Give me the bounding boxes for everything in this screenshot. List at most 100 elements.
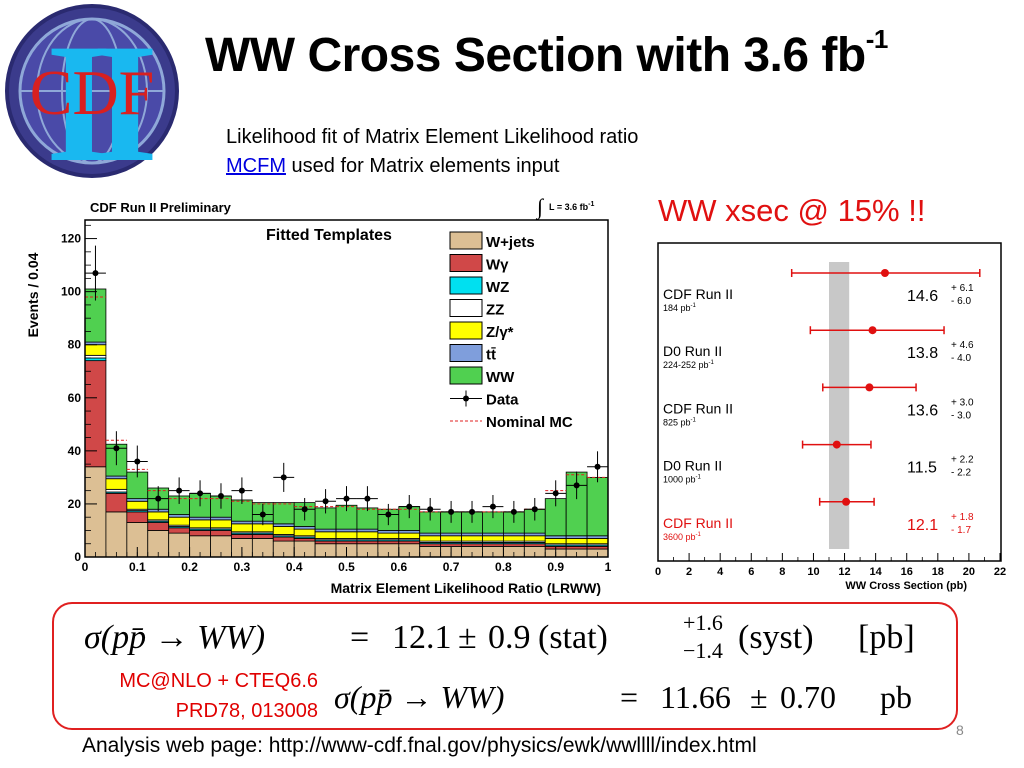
histogram-title: CDF Run II Preliminary: [90, 200, 232, 215]
experiment-lumi-sup: -1: [696, 532, 702, 538]
legend-swatch: [449, 231, 483, 250]
title-text: WW Cross Section with 3.6 fb: [205, 29, 866, 82]
data-point: [594, 463, 601, 470]
y-axis-label: Events / 0.04: [25, 252, 41, 337]
x-tick-label-right: 2: [686, 566, 692, 578]
data-point: [448, 508, 455, 515]
x-tick-label-right: 4: [717, 566, 724, 578]
legend-label: W+jets: [486, 234, 535, 251]
bar-z_gamma: [377, 532, 400, 539]
legend-label: Wγ: [486, 257, 509, 274]
theory-band: [829, 262, 850, 549]
experiment-lumi-sup: -1: [691, 417, 697, 423]
bar-w_gamma: [251, 534, 274, 539]
x-tick-label: 0.2: [181, 560, 198, 574]
bar-w_gamma: [168, 527, 190, 534]
bar-z_gamma: [314, 531, 337, 539]
experiment-lumi: 1000 pb-1: [663, 475, 702, 485]
xsec-err-down: - 3.0: [951, 410, 971, 421]
eq1-value: 12.1: [392, 619, 452, 656]
bar-z_gamma: [356, 531, 379, 539]
xsec-err-up: + 1.8: [951, 512, 974, 523]
bar-z_gamma: [440, 535, 462, 542]
bar-z_gamma: [168, 516, 190, 526]
mcfm-link[interactable]: MCFM: [226, 155, 286, 177]
x-axis-label: Matrix Element Likelihood Ratio (LRWW): [331, 580, 601, 596]
xsec-value: 12.1: [907, 517, 938, 534]
xsec-value: 13.8: [907, 345, 938, 362]
y-tick-label: 40: [68, 444, 82, 458]
x-axis-label-right: WW Cross Section (pb): [845, 580, 967, 592]
bar-z_gamma: [272, 526, 295, 535]
theory-reference-2: PRD78, 013008: [175, 700, 318, 722]
x-tick-label-right: 14: [870, 566, 883, 578]
xsec-value: 13.6: [907, 402, 938, 419]
data-point: [531, 506, 538, 513]
bar-z_gamma: [565, 538, 588, 545]
xsec-point: [842, 497, 851, 506]
experiment-label: D0 Run II: [663, 458, 722, 474]
x-tick-label-right: 22: [994, 566, 1006, 578]
eq1-unit: [pb]: [858, 619, 915, 656]
bar-z_gamma: [419, 535, 442, 542]
eq1-syst-down: −1.4: [683, 638, 723, 663]
bar-ww: [356, 507, 379, 530]
x-tick-label: 0.4: [286, 560, 303, 574]
bar-z_gamma: [335, 531, 358, 539]
bar-z_gamma: [398, 532, 421, 539]
subtitle-line-1: Likelihood fit of Matrix Element Likelih…: [226, 126, 639, 148]
bar-z_gamma: [126, 500, 149, 510]
xsec-point: [880, 269, 889, 277]
experiment-lumi-sup: -1: [696, 475, 702, 481]
page-number: 8: [956, 722, 964, 738]
data-point: [552, 490, 559, 497]
experiment-label: CDF Run II: [663, 400, 733, 416]
integral-sign: ∫: [535, 194, 545, 220]
eq2-pm: ±: [750, 679, 768, 715]
xsec-point: [832, 440, 841, 449]
bar-w_jets: [105, 511, 128, 558]
bar-z_gamma: [84, 344, 107, 356]
data-point: [301, 506, 308, 513]
x-tick-label-right: 8: [779, 566, 785, 578]
xsec-err-down: - 6.0: [951, 296, 971, 307]
theory-band-rect: [829, 262, 850, 549]
bar-z_gamma: [293, 528, 316, 537]
legend-label: Nominal MC: [486, 414, 573, 431]
footer-text: Analysis web page: http://www-cdf.fnal.g…: [82, 734, 757, 757]
subtitle-line-2: MCFM used for Matrix elements input: [226, 155, 559, 178]
bar-z_gamma: [586, 538, 609, 545]
data-point: [364, 495, 371, 502]
bar-z_gamma: [502, 535, 525, 542]
legend-label: WW: [486, 369, 515, 386]
legend-label: Data: [486, 392, 519, 409]
xsec-point: [868, 326, 877, 335]
subtitle-line-2-text: used for Matrix elements input: [285, 155, 560, 177]
measured-xsec-equation: σ(pp̄ → WW) = 12.1 ± 0.9 (stat) +1.6 −1.…: [84, 610, 915, 663]
theory-xsec-equation: σ(pp̄ → WW) = 11.66 ± 0.70 pb: [334, 679, 912, 715]
bar-ww: [586, 476, 609, 537]
eq2-unit: pb: [880, 679, 912, 715]
y-tick-label: 60: [68, 391, 82, 405]
eq2-lhs: σ(pp̄ → WW): [334, 679, 504, 715]
xsec-err-down: - 2.2: [951, 468, 971, 479]
data-point: [113, 445, 120, 452]
y-tick-label: 0: [74, 550, 81, 564]
eq1-lhs: σ(pp̄ → WW): [84, 619, 265, 656]
bar-z_gamma: [461, 535, 483, 542]
lrww-histogram: 0 0.1 0.2 0.3 0.4 0.5 0.6 0.7 0.8 0.9 1 0 20 40 60 80 10…: [25, 194, 612, 596]
eq1-stat-label: (stat): [538, 619, 608, 656]
slide-title: WW Cross Section with 3.6 fb-1: [205, 24, 888, 83]
data-point: [406, 503, 413, 510]
experiment-label: CDF Run II: [663, 515, 733, 531]
nominal-mc-line: [85, 296, 608, 513]
y-tick-label: 80: [68, 338, 82, 352]
highlight-text: WW xsec @ 15% !!: [658, 193, 926, 228]
x-tick-label: 0.3: [234, 560, 251, 574]
data-point: [469, 508, 476, 515]
xsec-err-down: - 1.7: [951, 525, 971, 536]
x-tick-label: 0: [82, 560, 89, 574]
theory-reference-1: MC@NLO + CTEQ6.6: [119, 670, 318, 692]
legend-label: Z/γ*: [486, 324, 514, 341]
data-point: [217, 492, 224, 499]
